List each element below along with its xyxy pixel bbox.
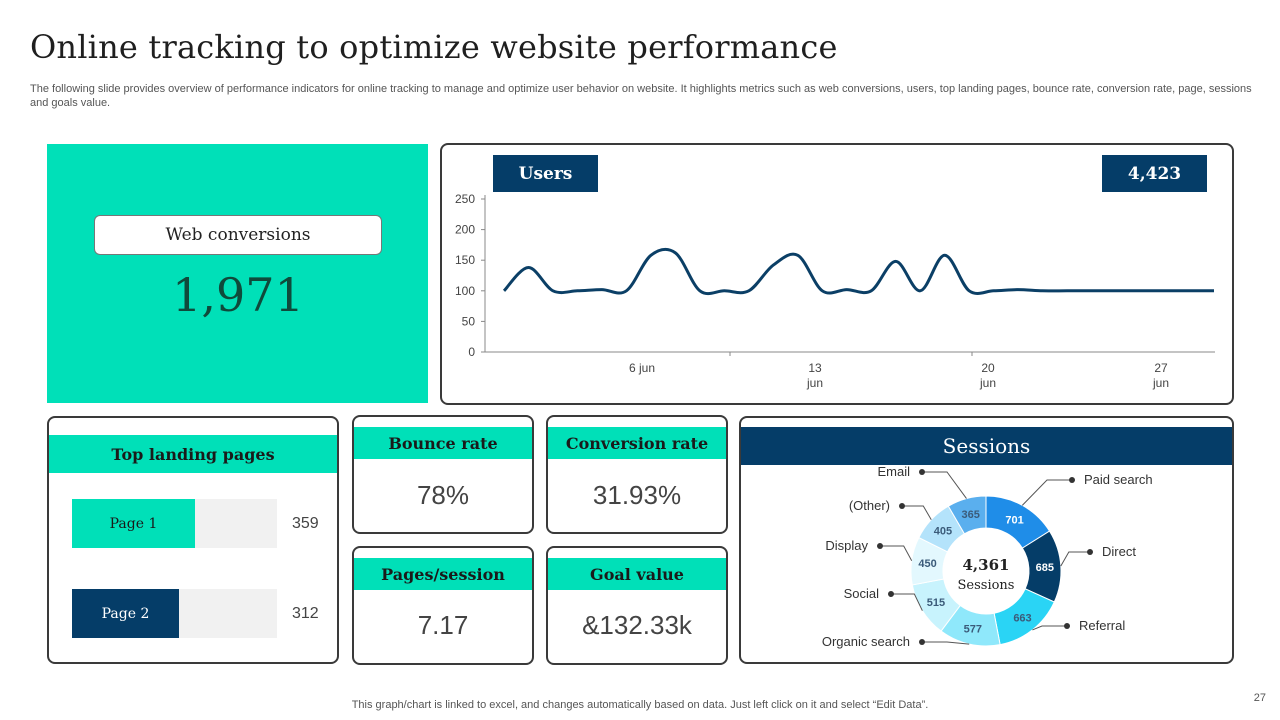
conversion-rate-label: Conversion rate bbox=[548, 427, 726, 459]
conversion-rate-value: 31.93% bbox=[592, 480, 682, 510]
donut-slice-label: (Other) bbox=[849, 498, 890, 513]
x-tick-label: jun bbox=[979, 376, 996, 390]
web-conversions-panel bbox=[47, 144, 428, 403]
donut-leader-line bbox=[1032, 625, 1067, 631]
page-number: 27 bbox=[1253, 692, 1266, 704]
page2-value: 312 bbox=[292, 605, 319, 622]
donut-leader-line bbox=[922, 471, 967, 499]
page2-bar[interactable]: Page 2 bbox=[72, 589, 179, 638]
x-tick-label: jun bbox=[1152, 376, 1169, 390]
web-conversions-label: Web conversions bbox=[94, 215, 382, 255]
footer-note: This graph/chart is linked to excel, and… bbox=[351, 699, 929, 711]
donut-slice-label: Email bbox=[877, 464, 910, 479]
donut-slice-label: Organic search bbox=[822, 634, 910, 649]
donut-leader-line bbox=[1060, 551, 1090, 567]
donut-leader-line bbox=[891, 593, 923, 611]
donut-slice-value: 663 bbox=[1013, 612, 1031, 624]
y-tick-label: 250 bbox=[455, 192, 475, 206]
donut-leader-dot bbox=[877, 543, 883, 549]
y-tick-label: 0 bbox=[468, 345, 475, 359]
donut-leader-dot bbox=[1064, 623, 1070, 629]
users-total: 4,423 bbox=[1102, 155, 1207, 192]
donut-leader-dot bbox=[888, 591, 894, 597]
x-tick-label: 27 bbox=[1154, 361, 1168, 375]
y-tick-label: 100 bbox=[455, 284, 475, 298]
page-subtitle: The following slide provides overview of… bbox=[30, 83, 1252, 109]
donut-leader-line bbox=[1021, 479, 1072, 506]
x-tick-label: 20 bbox=[981, 361, 995, 375]
donut-slice-label: Paid search bbox=[1084, 472, 1153, 487]
donut-leader-line bbox=[880, 545, 913, 561]
donut-leader-dot bbox=[919, 639, 925, 645]
bounce-rate-card bbox=[352, 415, 534, 534]
y-tick-label: 150 bbox=[455, 253, 475, 267]
users-series-line[interactable] bbox=[502, 247, 1214, 296]
top-landing-pages-title: Top landing pages bbox=[49, 435, 337, 473]
donut-slice-value: 685 bbox=[1036, 562, 1054, 574]
donut-leader-line bbox=[922, 641, 970, 645]
donut-slice[interactable] bbox=[947, 495, 987, 535]
donut-slice-value: 365 bbox=[961, 509, 979, 521]
donut-slice-label: Social bbox=[844, 586, 880, 601]
page1-value: 359 bbox=[292, 515, 319, 532]
donut-slice-label: Referral bbox=[1079, 618, 1125, 633]
y-tick-label: 50 bbox=[462, 314, 476, 328]
donut-slice-value: 515 bbox=[927, 597, 945, 609]
goal-value-label: Goal value bbox=[548, 558, 726, 590]
donut-leader-dot bbox=[1087, 549, 1093, 555]
sessions-center-value: 4,361 bbox=[963, 556, 1010, 574]
goal-value-value: &132.33k bbox=[582, 610, 692, 640]
donut-leader-dot bbox=[899, 503, 905, 509]
goal-value-card bbox=[546, 546, 728, 665]
donut-slice-value: 450 bbox=[918, 558, 936, 570]
x-tick-label: 6 jun bbox=[629, 361, 655, 375]
donut-leader-dot bbox=[1069, 477, 1075, 483]
donut-slice-label: Direct bbox=[1102, 544, 1136, 559]
sessions-title: Sessions bbox=[741, 427, 1232, 465]
conversion-rate-card bbox=[546, 415, 728, 534]
donut-leader-dot bbox=[919, 469, 925, 475]
y-tick-label: 200 bbox=[455, 223, 475, 237]
users-label: Users bbox=[493, 155, 598, 192]
page2-bar-label: Page 2 bbox=[101, 605, 150, 622]
page-title: Online tracking to optimize website perf… bbox=[30, 28, 838, 66]
donut-slice-value: 405 bbox=[934, 526, 952, 538]
x-tick-label: jun bbox=[806, 376, 823, 390]
pages-per-session-card bbox=[352, 546, 534, 665]
pages-per-session-label: Pages/session bbox=[354, 558, 532, 590]
page1-bar[interactable]: Page 1 bbox=[72, 499, 195, 548]
pages-per-session-value: 7.17 bbox=[417, 610, 469, 640]
page1-bar-label: Page 1 bbox=[109, 515, 158, 532]
sessions-center-label: Sessions bbox=[958, 578, 1015, 593]
donut-slice-value: 701 bbox=[1005, 514, 1023, 526]
sessions-donut-chart[interactable]: 701 Paid search 685 Direct 663 Referral 577 Org… bbox=[739, 416, 1234, 664]
donut-slice-label: Display bbox=[825, 538, 868, 553]
donut-leader-line bbox=[902, 505, 932, 520]
web-conversions-value: 1,971 bbox=[172, 268, 304, 322]
bounce-rate-label: Bounce rate bbox=[354, 427, 532, 459]
donut-slice-value: 577 bbox=[964, 623, 982, 635]
x-tick-label: 13 bbox=[808, 361, 822, 375]
bounce-rate-value: 78% bbox=[416, 480, 470, 510]
